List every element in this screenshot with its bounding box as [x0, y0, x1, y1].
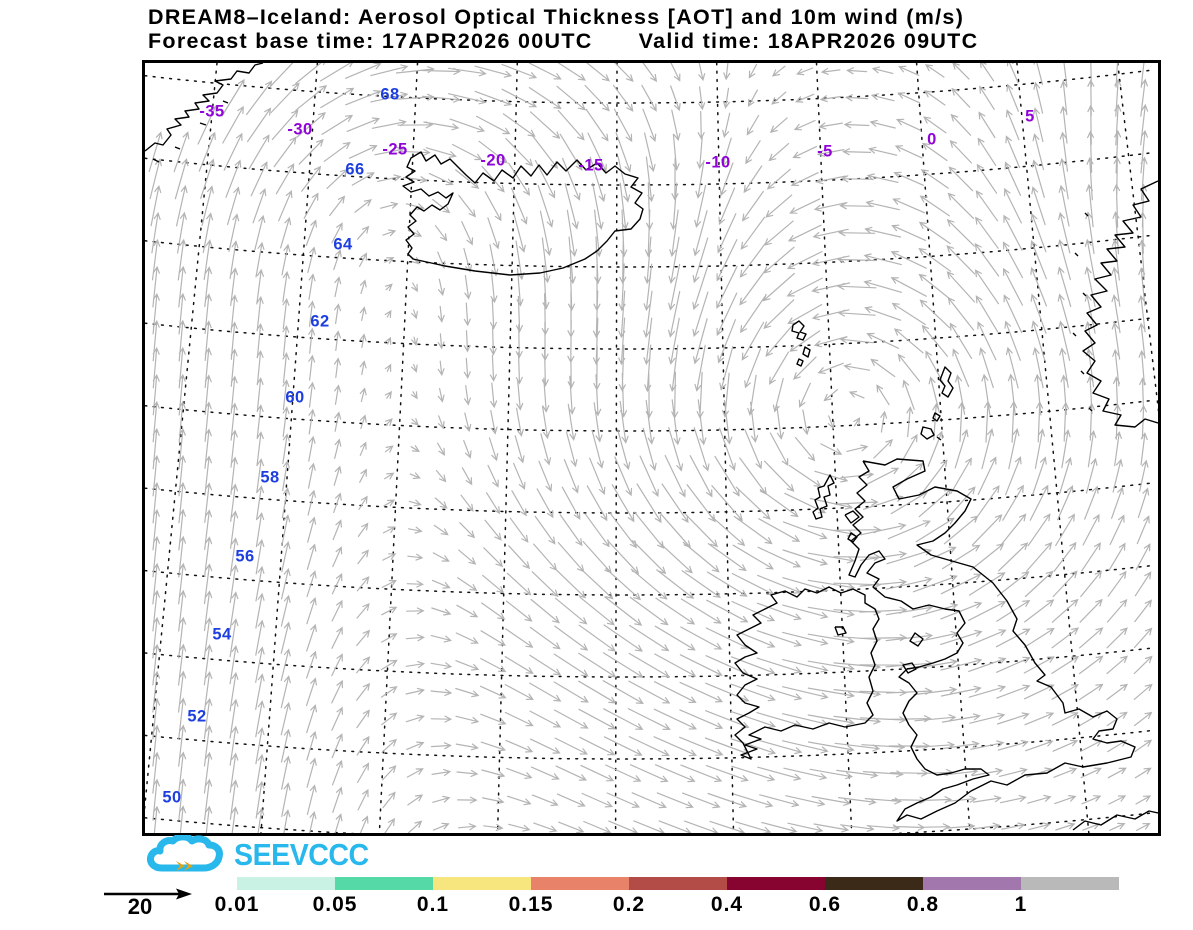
legend-segment — [825, 877, 923, 890]
longitude-label: -30 — [287, 120, 313, 139]
longitude-label: -15 — [578, 156, 604, 175]
latitude-label: 52 — [187, 707, 207, 726]
latitude-label: 62 — [310, 312, 330, 331]
longitude-label: 0 — [927, 130, 937, 149]
legend-label: 0.1 — [416, 893, 450, 916]
legend-label: 0.8 — [906, 893, 940, 916]
legend-segment — [923, 877, 1021, 890]
latitude-label: 66 — [345, 160, 365, 179]
cloud-icon — [147, 835, 223, 872]
latitude-label: 50 — [162, 788, 182, 807]
latitude-label: 58 — [260, 468, 280, 487]
coastline — [402, 151, 644, 276]
latitude-label: 64 — [333, 235, 353, 254]
legend-segment — [531, 877, 629, 890]
legend-segment — [335, 877, 433, 890]
legend-label: 0.2 — [612, 893, 646, 916]
wind-scale-arrow — [104, 888, 192, 900]
map-canvas — [145, 63, 1158, 833]
legend-label: 0.15 — [508, 893, 554, 916]
coastline — [734, 586, 880, 760]
coastline — [145, 63, 264, 152]
legend-label: 0.6 — [808, 893, 842, 916]
latitude-label: 56 — [235, 547, 255, 566]
map-title: DREAM8–Iceland: Aerosol Optical Thicknes… — [148, 5, 964, 30]
longitude-label: -10 — [705, 153, 731, 172]
latitude-label: 68 — [380, 85, 400, 104]
longitude-label: -5 — [817, 142, 833, 161]
legend-segment — [433, 877, 531, 890]
latitude-label: 54 — [212, 625, 232, 644]
longitude-label: -35 — [199, 102, 225, 121]
legend-label: 0.01 — [214, 893, 260, 916]
longitude-label: -20 — [480, 151, 506, 170]
coastline — [1072, 810, 1158, 831]
forecast-base-time: Forecast base time: 17APR2026 00UTC — [148, 29, 593, 53]
map-frame: -35 -30 -25 -20 -15 -10 -5 0 5 68 66 64 62 60 58 56 54 52… — [142, 60, 1161, 836]
valid-time: Valid time: 18APR2026 09UTC — [638, 29, 979, 53]
longitude-label: 5 — [1025, 107, 1035, 126]
legend-label: 0.4 — [710, 893, 744, 916]
legend-label: 1 — [1014, 893, 1028, 916]
legend-segment — [629, 877, 727, 890]
latitude-label: 60 — [285, 388, 305, 407]
legend-colorbar — [237, 877, 1119, 890]
coastline — [848, 458, 1136, 822]
wind-scale-label: 20 — [127, 894, 153, 919]
coastline — [152, 100, 1093, 674]
legend-label: 0.05 — [312, 893, 358, 916]
graticule — [145, 63, 1158, 833]
legend-segment — [1021, 877, 1119, 890]
seevccc-logo: SEEVCCC — [146, 834, 380, 876]
map-title-text: DREAM8–Iceland: Aerosol Optical Thicknes… — [148, 5, 965, 29]
logo-text: SEEVCCC — [234, 837, 369, 872]
longitude-label: -25 — [382, 140, 408, 159]
legend-segment — [727, 877, 825, 890]
wind-field-layer — [148, 63, 1153, 833]
coastline — [1082, 180, 1158, 428]
map-subtitle: Forecast base time: 17APR2026 00UTC Vali… — [148, 29, 978, 54]
legend-segment — [237, 877, 335, 890]
